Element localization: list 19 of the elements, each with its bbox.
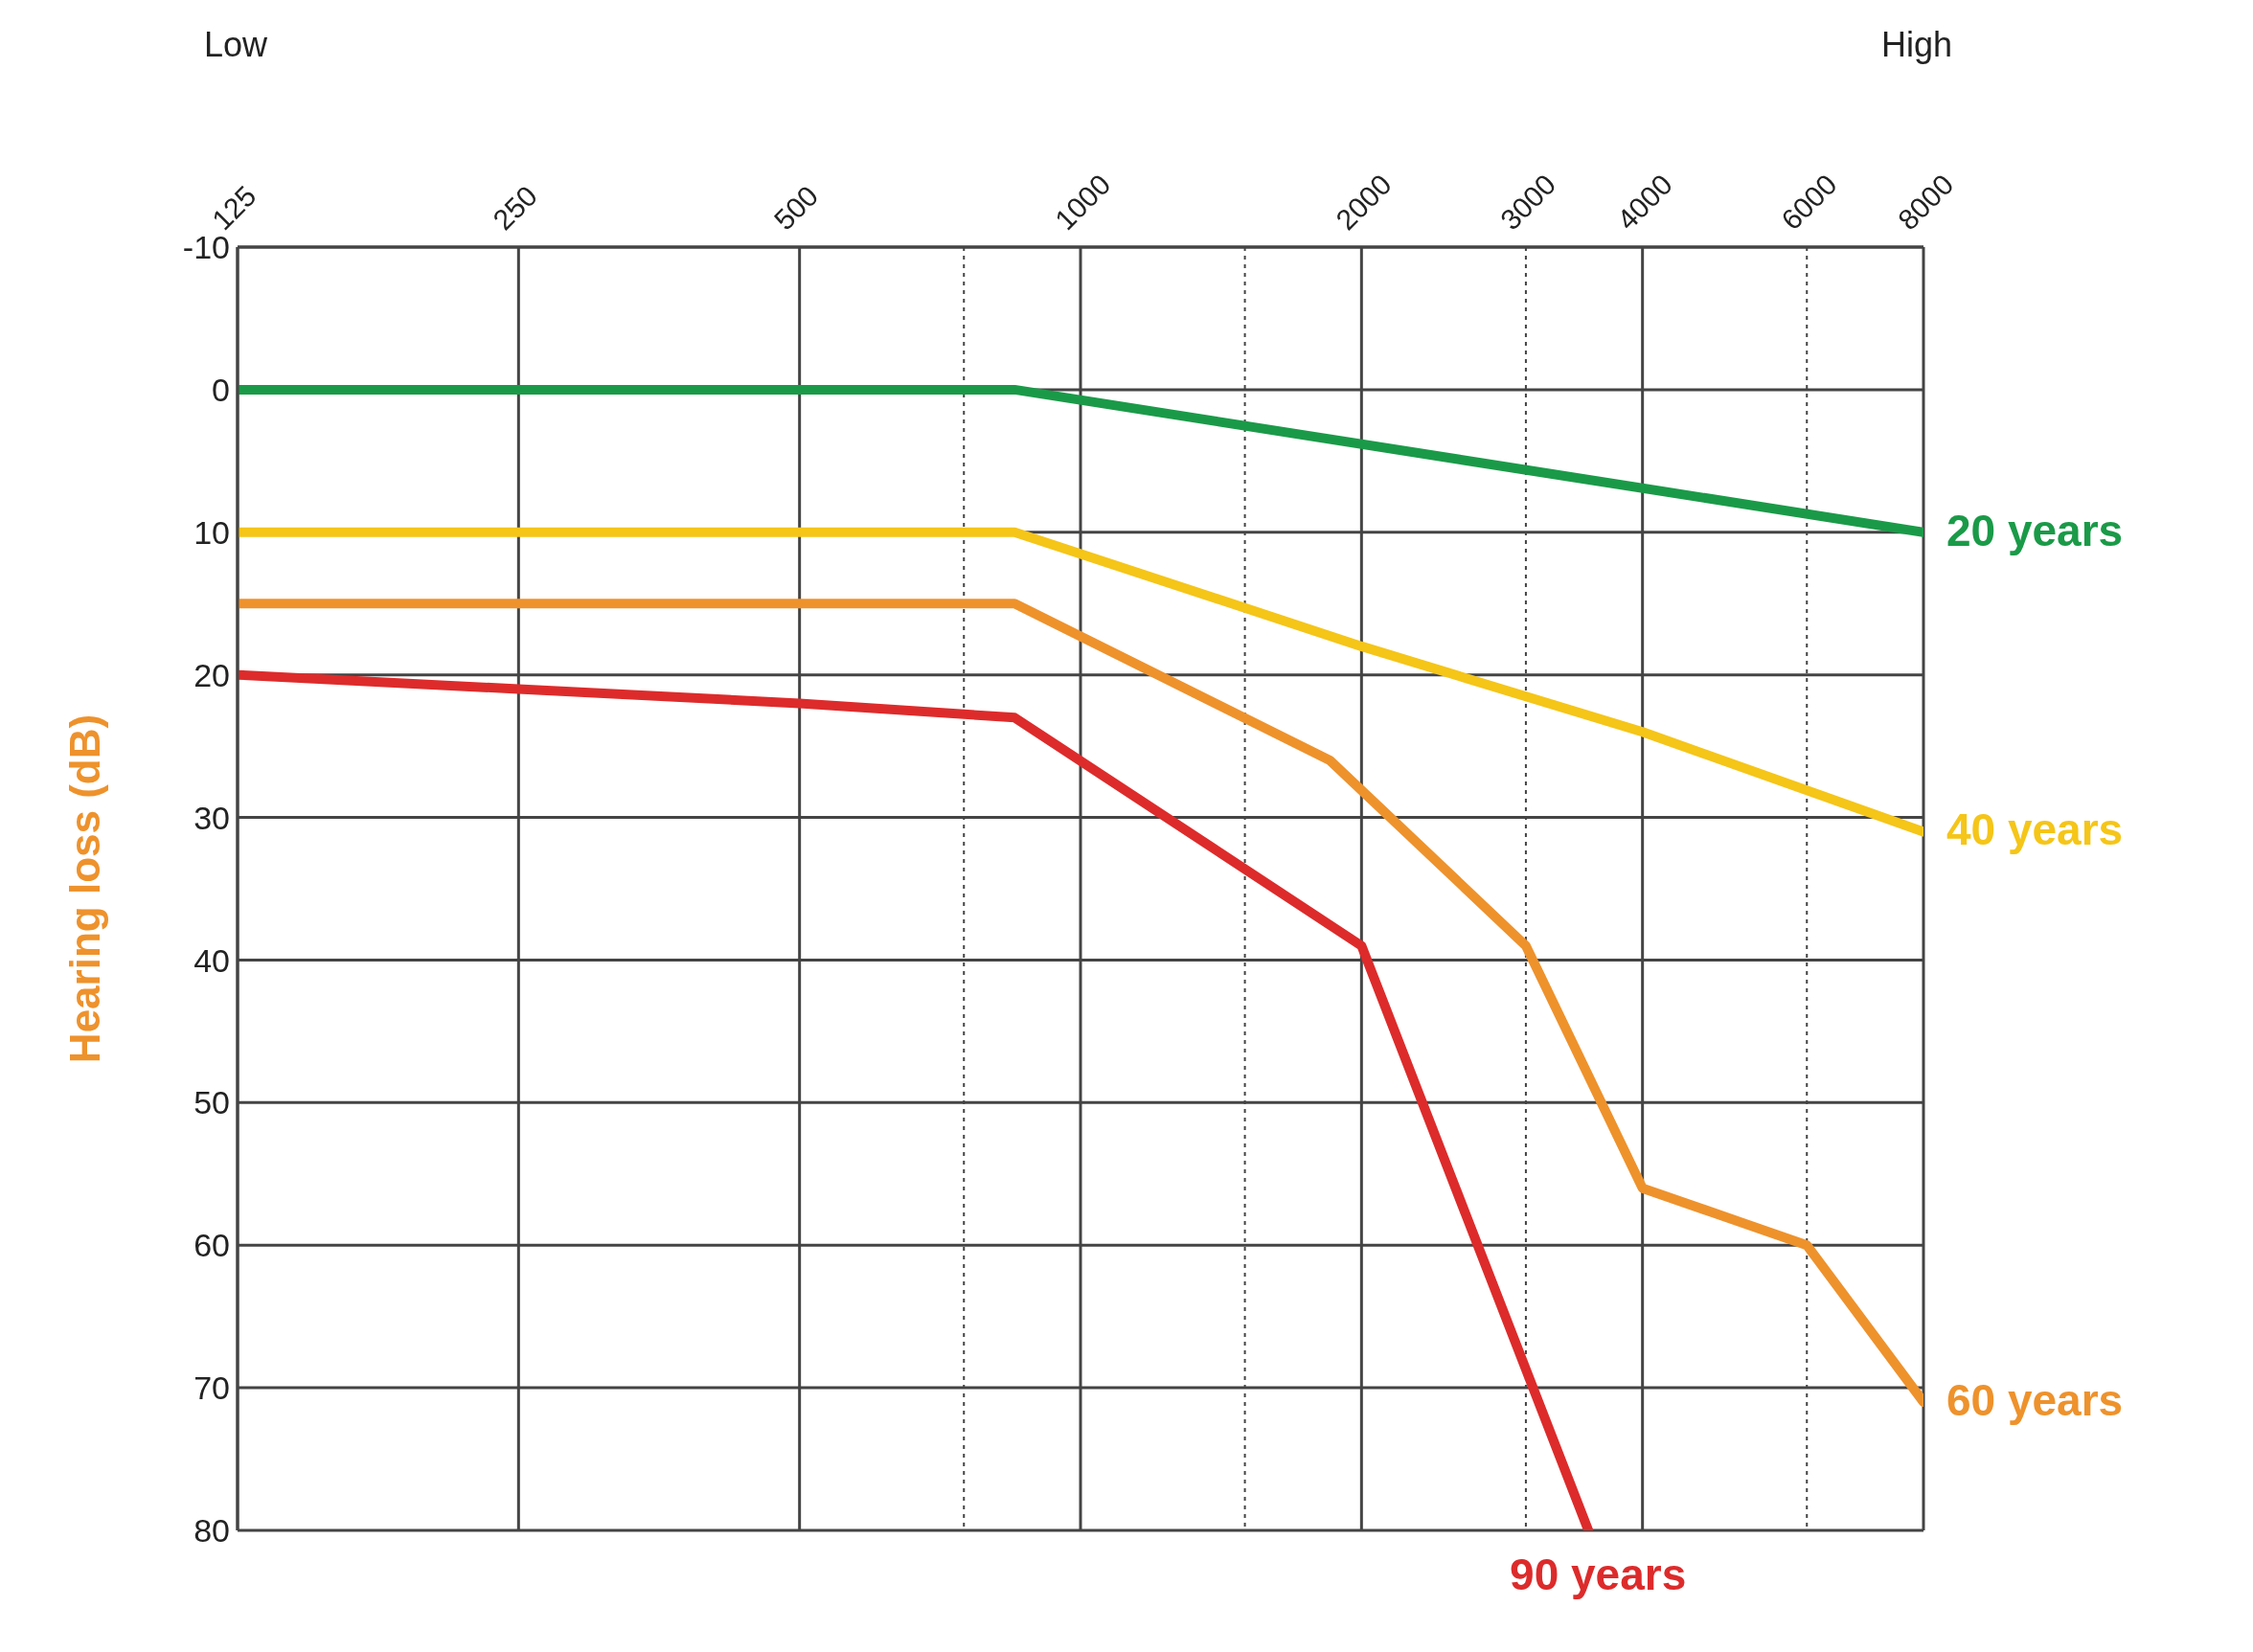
series-label: 90 years	[1510, 1550, 1687, 1599]
y-tick-label: 60	[193, 1227, 230, 1264]
text: High	[1880, 25, 1952, 65]
y-tick-label: 20	[193, 656, 230, 693]
y-tick-label: 70	[193, 1369, 230, 1407]
series-label: 40 years	[1946, 804, 2124, 855]
y-axis-title: Hearing loss (dB)	[60, 713, 108, 1064]
y-tick-label: 10	[193, 513, 230, 551]
y-tick-label: 30	[193, 799, 230, 836]
y-tick-label: 0	[212, 371, 230, 408]
y-tick-label: 80	[193, 1512, 230, 1550]
x-tick-label: 125	[205, 179, 262, 237]
y-tick-label: 50	[193, 1084, 230, 1121]
x-tick-label: 500	[767, 179, 825, 237]
x-tick-label: 250	[487, 179, 543, 237]
y-tick-label: 40	[193, 941, 230, 979]
text: Low	[204, 25, 268, 65]
series-label: 20 years	[1946, 505, 2124, 555]
series-label: 60 years	[1946, 1375, 2124, 1425]
